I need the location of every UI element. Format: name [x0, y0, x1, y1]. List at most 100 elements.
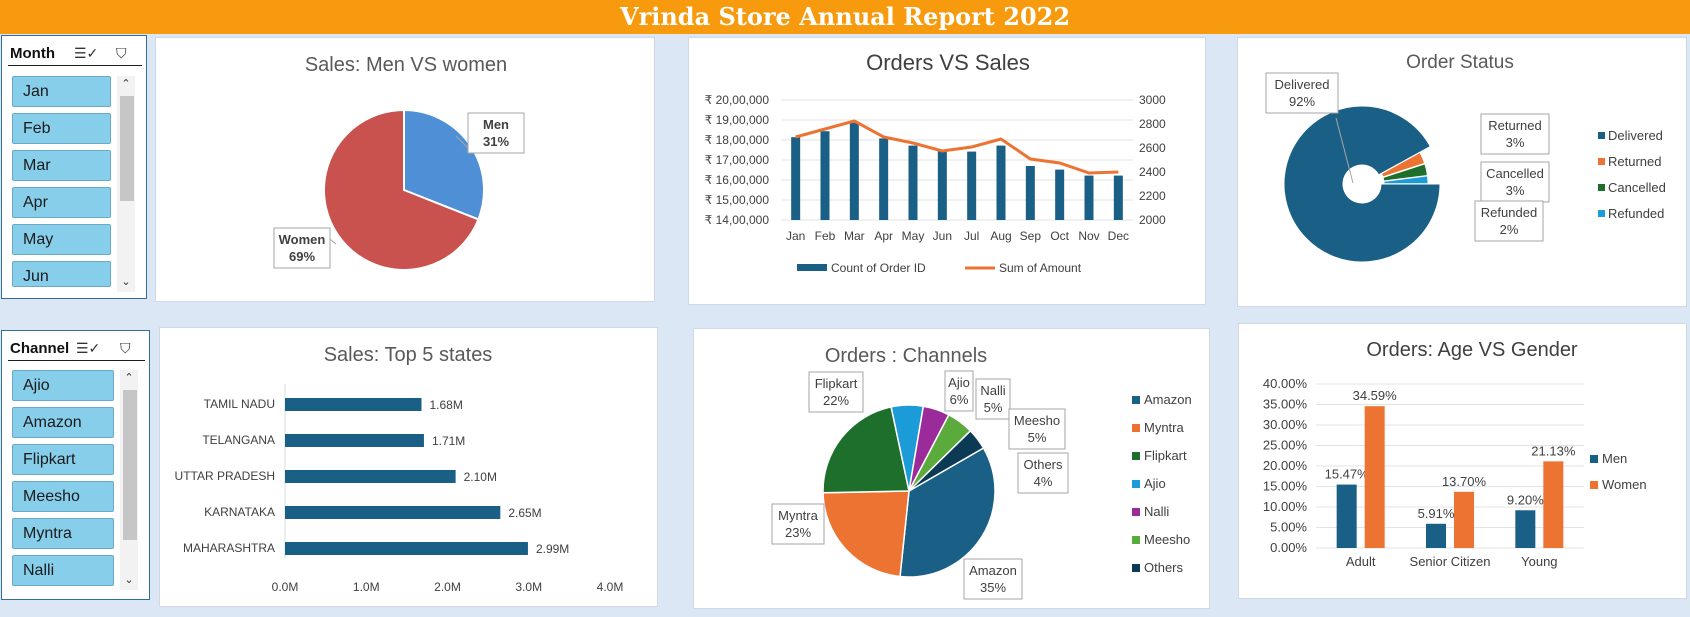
legend-swatch	[1590, 481, 1598, 489]
clear-filter-icon[interactable]: ⛉	[116, 45, 127, 61]
legend-label: Nalli	[1144, 504, 1169, 519]
month-item[interactable]: Apr	[12, 187, 111, 218]
bar-orders	[1113, 175, 1123, 220]
top-states-bar-chart: Sales: Top 5 states TAMIL NADU 1.68M TELANG…	[175, 344, 624, 594]
legend-label: Refunded	[1608, 206, 1664, 221]
scroll-thumb[interactable]	[120, 96, 134, 201]
y-tick-label: 25.00%	[1263, 438, 1308, 453]
channel-slicer: Channel ☰✓ ⛉ Ajio Amazon Flipkart Meesho…	[1, 330, 150, 600]
legend-swatch	[1590, 455, 1598, 463]
x-tick-label: Jun	[933, 229, 952, 243]
bar-women	[1454, 491, 1474, 548]
age-gender-card: Orders: Age VS Gender 40.00% 35.00% 30.00% 2…	[1238, 323, 1687, 599]
legend-swatch	[1132, 508, 1140, 516]
multi-select-icon[interactable]: ☰✓	[76, 340, 101, 356]
x-tick-label: Young	[1521, 554, 1557, 569]
bar-state	[285, 398, 422, 411]
y-tick-label: 10.00%	[1263, 499, 1308, 514]
report-banner: Vrinda Store Annual Report 2022	[0, 0, 1690, 34]
month-item[interactable]: May	[12, 224, 111, 255]
order-status-card: Order Status Delivered 92% Returned 3% Cancel…	[1237, 37, 1687, 307]
channel-item[interactable]: Meesho	[12, 481, 114, 512]
y-tick-label: TELANGANA	[202, 433, 275, 447]
bar-orders	[1055, 169, 1065, 220]
x-tick-label: Nov	[1078, 229, 1099, 243]
bar-orders	[1025, 166, 1035, 220]
age-gender-bar-chart: Orders: Age VS Gender 40.00% 35.00% 30.00% 2…	[1263, 339, 1647, 569]
legend-swatch	[1598, 132, 1605, 139]
bar-orders	[908, 145, 918, 220]
legend-swatch	[1132, 424, 1140, 432]
channel-item[interactable]: Myntra	[12, 518, 114, 549]
legend-swatch	[1598, 184, 1605, 191]
month-item[interactable]: Jan	[12, 76, 111, 107]
channel-item[interactable]: Nalli	[12, 555, 114, 586]
pie-data-label-box	[467, 112, 525, 154]
x-tick-label: Senior Citizen	[1410, 554, 1491, 569]
bar-men	[1336, 484, 1357, 548]
chevron-down-icon[interactable]: ⌄	[124, 574, 134, 586]
channel-slicer-title: Channel	[10, 340, 70, 357]
bar-data-label: 1.71M	[432, 434, 465, 448]
y-right-tick-label: 2000	[1139, 213, 1166, 227]
doughnut-data-label-box	[1480, 161, 1550, 203]
chevron-up-icon[interactable]: ⌃	[121, 78, 131, 90]
month-slicer: Month ☰✓ ⛉ Jan Feb Mar Apr May Jun ⌃ ⌄	[1, 35, 147, 299]
bar-data-label: 5.91%	[1418, 506, 1455, 521]
bar-state	[285, 542, 528, 555]
gender-sales-card: Sales: Men VS women Men 31% Women 69%	[155, 37, 655, 302]
channel-item[interactable]: Ajio	[12, 370, 114, 401]
y-left-tick-label: ₹ 18,00,000	[705, 133, 770, 147]
bar-state	[285, 470, 456, 483]
x-tick-label: 0.0M	[272, 580, 299, 594]
pie-data-label: Meesho	[1014, 413, 1060, 428]
month-scrollbar[interactable]: ⌃ ⌄	[117, 76, 135, 292]
doughnut-data-label: Returned	[1488, 118, 1541, 133]
channel-item[interactable]: Flipkart	[12, 444, 114, 475]
doughnut-slice-refunded	[1383, 175, 1429, 185]
x-tick-label: 1.0M	[353, 580, 380, 594]
y-tick-label: UTTAR PRADESH	[175, 469, 275, 483]
x-tick-label: Mar	[844, 229, 865, 243]
legend-swatch	[1598, 158, 1605, 165]
bar-data-label: 21.13%	[1531, 443, 1576, 458]
y-left-tick-label: ₹ 17,00,000	[705, 153, 770, 167]
legend-label: Myntra	[1144, 420, 1185, 435]
bar-orders	[937, 150, 947, 220]
y-left-tick-label: ₹ 16,00,000	[705, 173, 770, 187]
clear-filter-icon[interactable]: ⛉	[120, 340, 131, 356]
bar-men	[1426, 523, 1446, 548]
doughnut-data-label-box	[1265, 72, 1339, 114]
chart-title: Orders: Age VS Gender	[1366, 339, 1578, 361]
bar-orders	[996, 145, 1006, 220]
pie-data-label: 22%	[823, 393, 849, 408]
x-tick-label: Apr	[874, 229, 893, 243]
multi-select-icon[interactable]: ☰✓	[74, 45, 99, 61]
y-right-tick-label: 2800	[1139, 117, 1166, 131]
scroll-thumb[interactable]	[123, 390, 137, 540]
pie-data-label-box	[771, 503, 825, 545]
month-item[interactable]: Feb	[12, 113, 111, 144]
y-tick-label: 5.00%	[1270, 520, 1307, 535]
pie-data-label: 5%	[1028, 430, 1047, 445]
chart-title: Order Status	[1406, 52, 1514, 73]
channel-item[interactable]: Amazon	[12, 407, 114, 438]
doughnut-data-label-box	[1474, 200, 1544, 242]
channel-scrollbar[interactable]: ⌃ ⌄	[120, 370, 138, 590]
pie-slice-others	[908, 429, 985, 492]
line-sum-amount	[795, 119, 1119, 175]
chevron-up-icon[interactable]: ⌃	[124, 372, 134, 384]
legend-label: Sum of Amount	[999, 261, 1082, 275]
report-title: Vrinda Store Annual Report 2022	[619, 2, 1071, 31]
y-tick-label: 35.00%	[1263, 397, 1308, 412]
bar-women	[1543, 461, 1564, 548]
pie-data-label: 23%	[785, 525, 811, 540]
y-left-tick-label: ₹ 14,00,000	[705, 213, 770, 227]
pie-data-label: Ajio	[948, 375, 970, 390]
pie-data-label: Flipkart	[815, 376, 858, 391]
month-item[interactable]: Mar	[12, 150, 111, 181]
month-item[interactable]: Jun	[12, 261, 111, 287]
bar-data-label: 2.99M	[536, 542, 569, 556]
bar-orders	[967, 151, 977, 220]
chevron-down-icon[interactable]: ⌄	[121, 276, 131, 288]
